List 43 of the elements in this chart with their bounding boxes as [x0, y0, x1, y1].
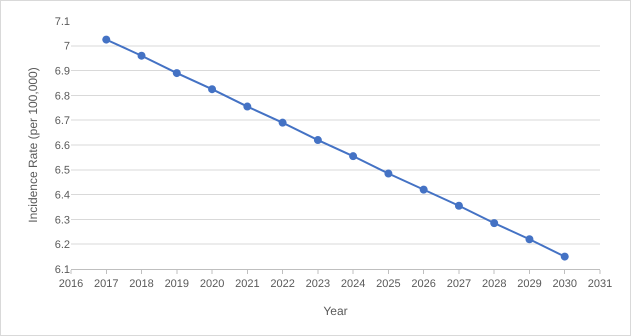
y-tick-label: 6.5	[54, 164, 70, 177]
y-tick-label: 6.2	[54, 239, 70, 252]
point	[314, 136, 322, 144]
x-tick-label: 2020	[200, 278, 224, 290]
point	[560, 252, 569, 261]
x-tick-label: 2030	[552, 278, 577, 290]
x-tick-label: 2021	[235, 278, 260, 290]
x-tick-label: 2026	[411, 278, 436, 290]
point	[243, 102, 252, 111]
y-axis-title: Incidence Rate (per 100,000)	[26, 67, 40, 223]
x-tick-label: 2019	[164, 278, 190, 290]
y-tick-label: 6.9	[54, 65, 70, 78]
point	[490, 219, 498, 228]
x-axis-title: Year	[323, 304, 348, 318]
x-tick-label: 2017	[94, 278, 119, 290]
x-tick-label: 2023	[306, 278, 330, 290]
x-tick-label: 2025	[376, 278, 401, 290]
point	[172, 69, 181, 78]
x-tick-label: 2031	[588, 278, 612, 290]
point	[138, 52, 146, 60]
y-tick-label: 6.1	[54, 264, 70, 276]
x-tick-label: 2027	[446, 278, 472, 290]
point	[208, 85, 216, 94]
point	[454, 202, 463, 210]
x-tick-label: 2022	[270, 278, 295, 290]
y-tick-label: 6.3	[54, 214, 70, 226]
point	[384, 170, 392, 178]
y-tick-label: 6.8	[54, 90, 70, 102]
y-tick-label: 7	[64, 40, 70, 53]
point	[525, 235, 534, 244]
x-tick-label: 2016	[58, 278, 84, 290]
x-tick-label: 2028	[482, 278, 506, 290]
y-tick-label: 6.6	[54, 140, 70, 152]
x-tick-label: 2029	[517, 278, 542, 290]
point	[102, 36, 110, 44]
x-tick-label: 2018	[129, 278, 154, 290]
point	[278, 118, 287, 127]
point	[349, 152, 358, 160]
y-tick-label: 6.7	[54, 115, 70, 128]
x-tick-label: 2024	[340, 278, 366, 290]
y-tick-label: 6.4	[54, 189, 70, 202]
point	[420, 186, 428, 194]
y-tick-label: 7.1	[54, 16, 70, 28]
